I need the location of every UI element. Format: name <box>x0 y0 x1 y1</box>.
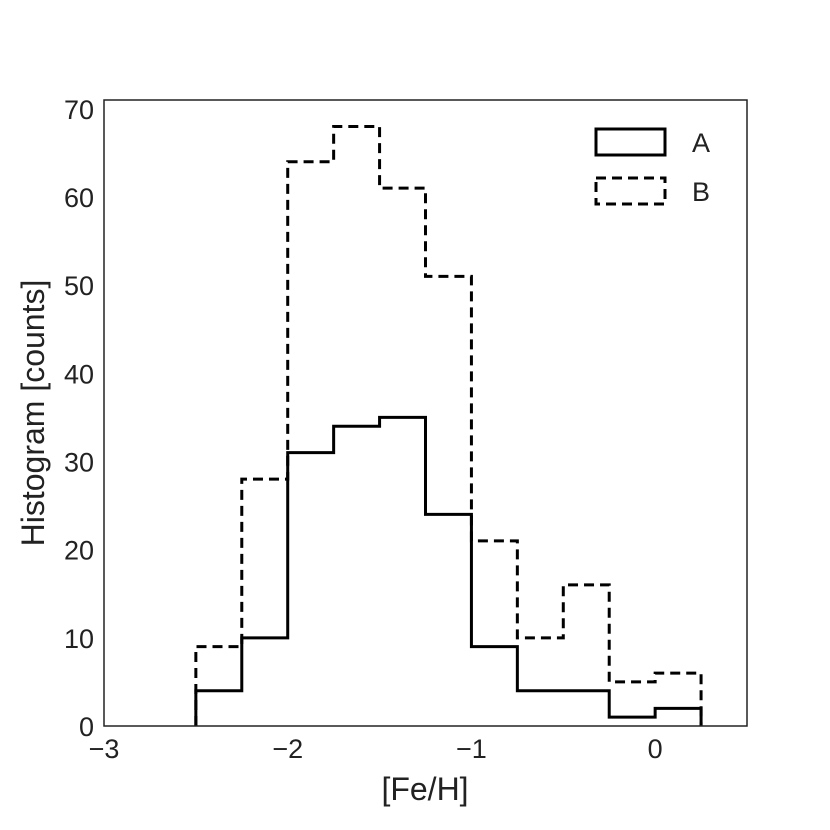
y-tick-label: 60 <box>64 183 94 213</box>
bin-a-7 <box>517 691 563 726</box>
y-tick-label: 40 <box>64 359 94 389</box>
x-axis-label: [Fe/H] <box>381 771 468 807</box>
y-tick-label: 30 <box>64 447 94 477</box>
y-tick-label: 0 <box>79 712 94 742</box>
bin-a-9 <box>609 717 655 726</box>
bin-a-1 <box>242 638 288 726</box>
bin-a-10 <box>655 708 701 726</box>
bin-a-6 <box>471 647 517 726</box>
y-tick-label: 10 <box>64 624 94 654</box>
y-tick-label: 20 <box>64 536 94 566</box>
x-tick-label: −3 <box>89 734 120 764</box>
tick-layer: −3 −2 −1 0 0 10 20 30 40 50 60 70 <box>64 95 663 764</box>
x-tick-label: 0 <box>648 734 663 764</box>
legend-swatch-a <box>594 127 667 157</box>
series-b-step-line <box>194 124 703 726</box>
y-tick-label: 50 <box>64 271 94 301</box>
y-axis-label: Histogram [counts] <box>15 280 51 547</box>
series-a <box>194 415 703 726</box>
y-tick-label: 70 <box>64 95 94 125</box>
legend-swatch-b <box>594 176 667 206</box>
bin-a-2 <box>288 453 334 726</box>
bin-a-4 <box>380 417 426 726</box>
x-tick-label: −2 <box>272 734 303 764</box>
series-b <box>194 124 703 726</box>
legend-label-b: B <box>692 177 710 207</box>
bin-a-5 <box>426 514 472 726</box>
histogram-series-layer <box>194 124 703 726</box>
bin-a-3 <box>334 426 380 726</box>
legend-label-a: A <box>692 128 710 158</box>
legend: A B <box>594 127 710 207</box>
plot-frame <box>103 99 748 727</box>
series-a-step-line <box>194 415 703 726</box>
bin-a-0 <box>196 691 242 726</box>
x-tick-label: −1 <box>456 734 487 764</box>
bin-a-8 <box>563 691 609 726</box>
